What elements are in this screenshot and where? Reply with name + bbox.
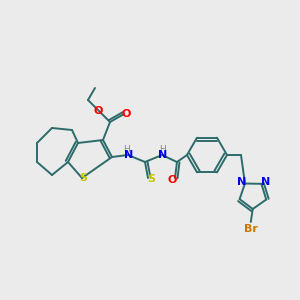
Text: Br: Br: [244, 224, 258, 234]
Text: O: O: [167, 175, 177, 185]
Text: N: N: [124, 150, 134, 160]
Text: N: N: [261, 177, 270, 187]
Text: N: N: [237, 176, 247, 187]
Text: H: H: [160, 146, 167, 154]
Text: O: O: [93, 106, 103, 116]
Text: N: N: [158, 150, 168, 160]
Text: S: S: [147, 174, 155, 184]
Text: S: S: [79, 173, 87, 183]
Text: O: O: [121, 109, 131, 119]
Text: H: H: [124, 146, 130, 154]
